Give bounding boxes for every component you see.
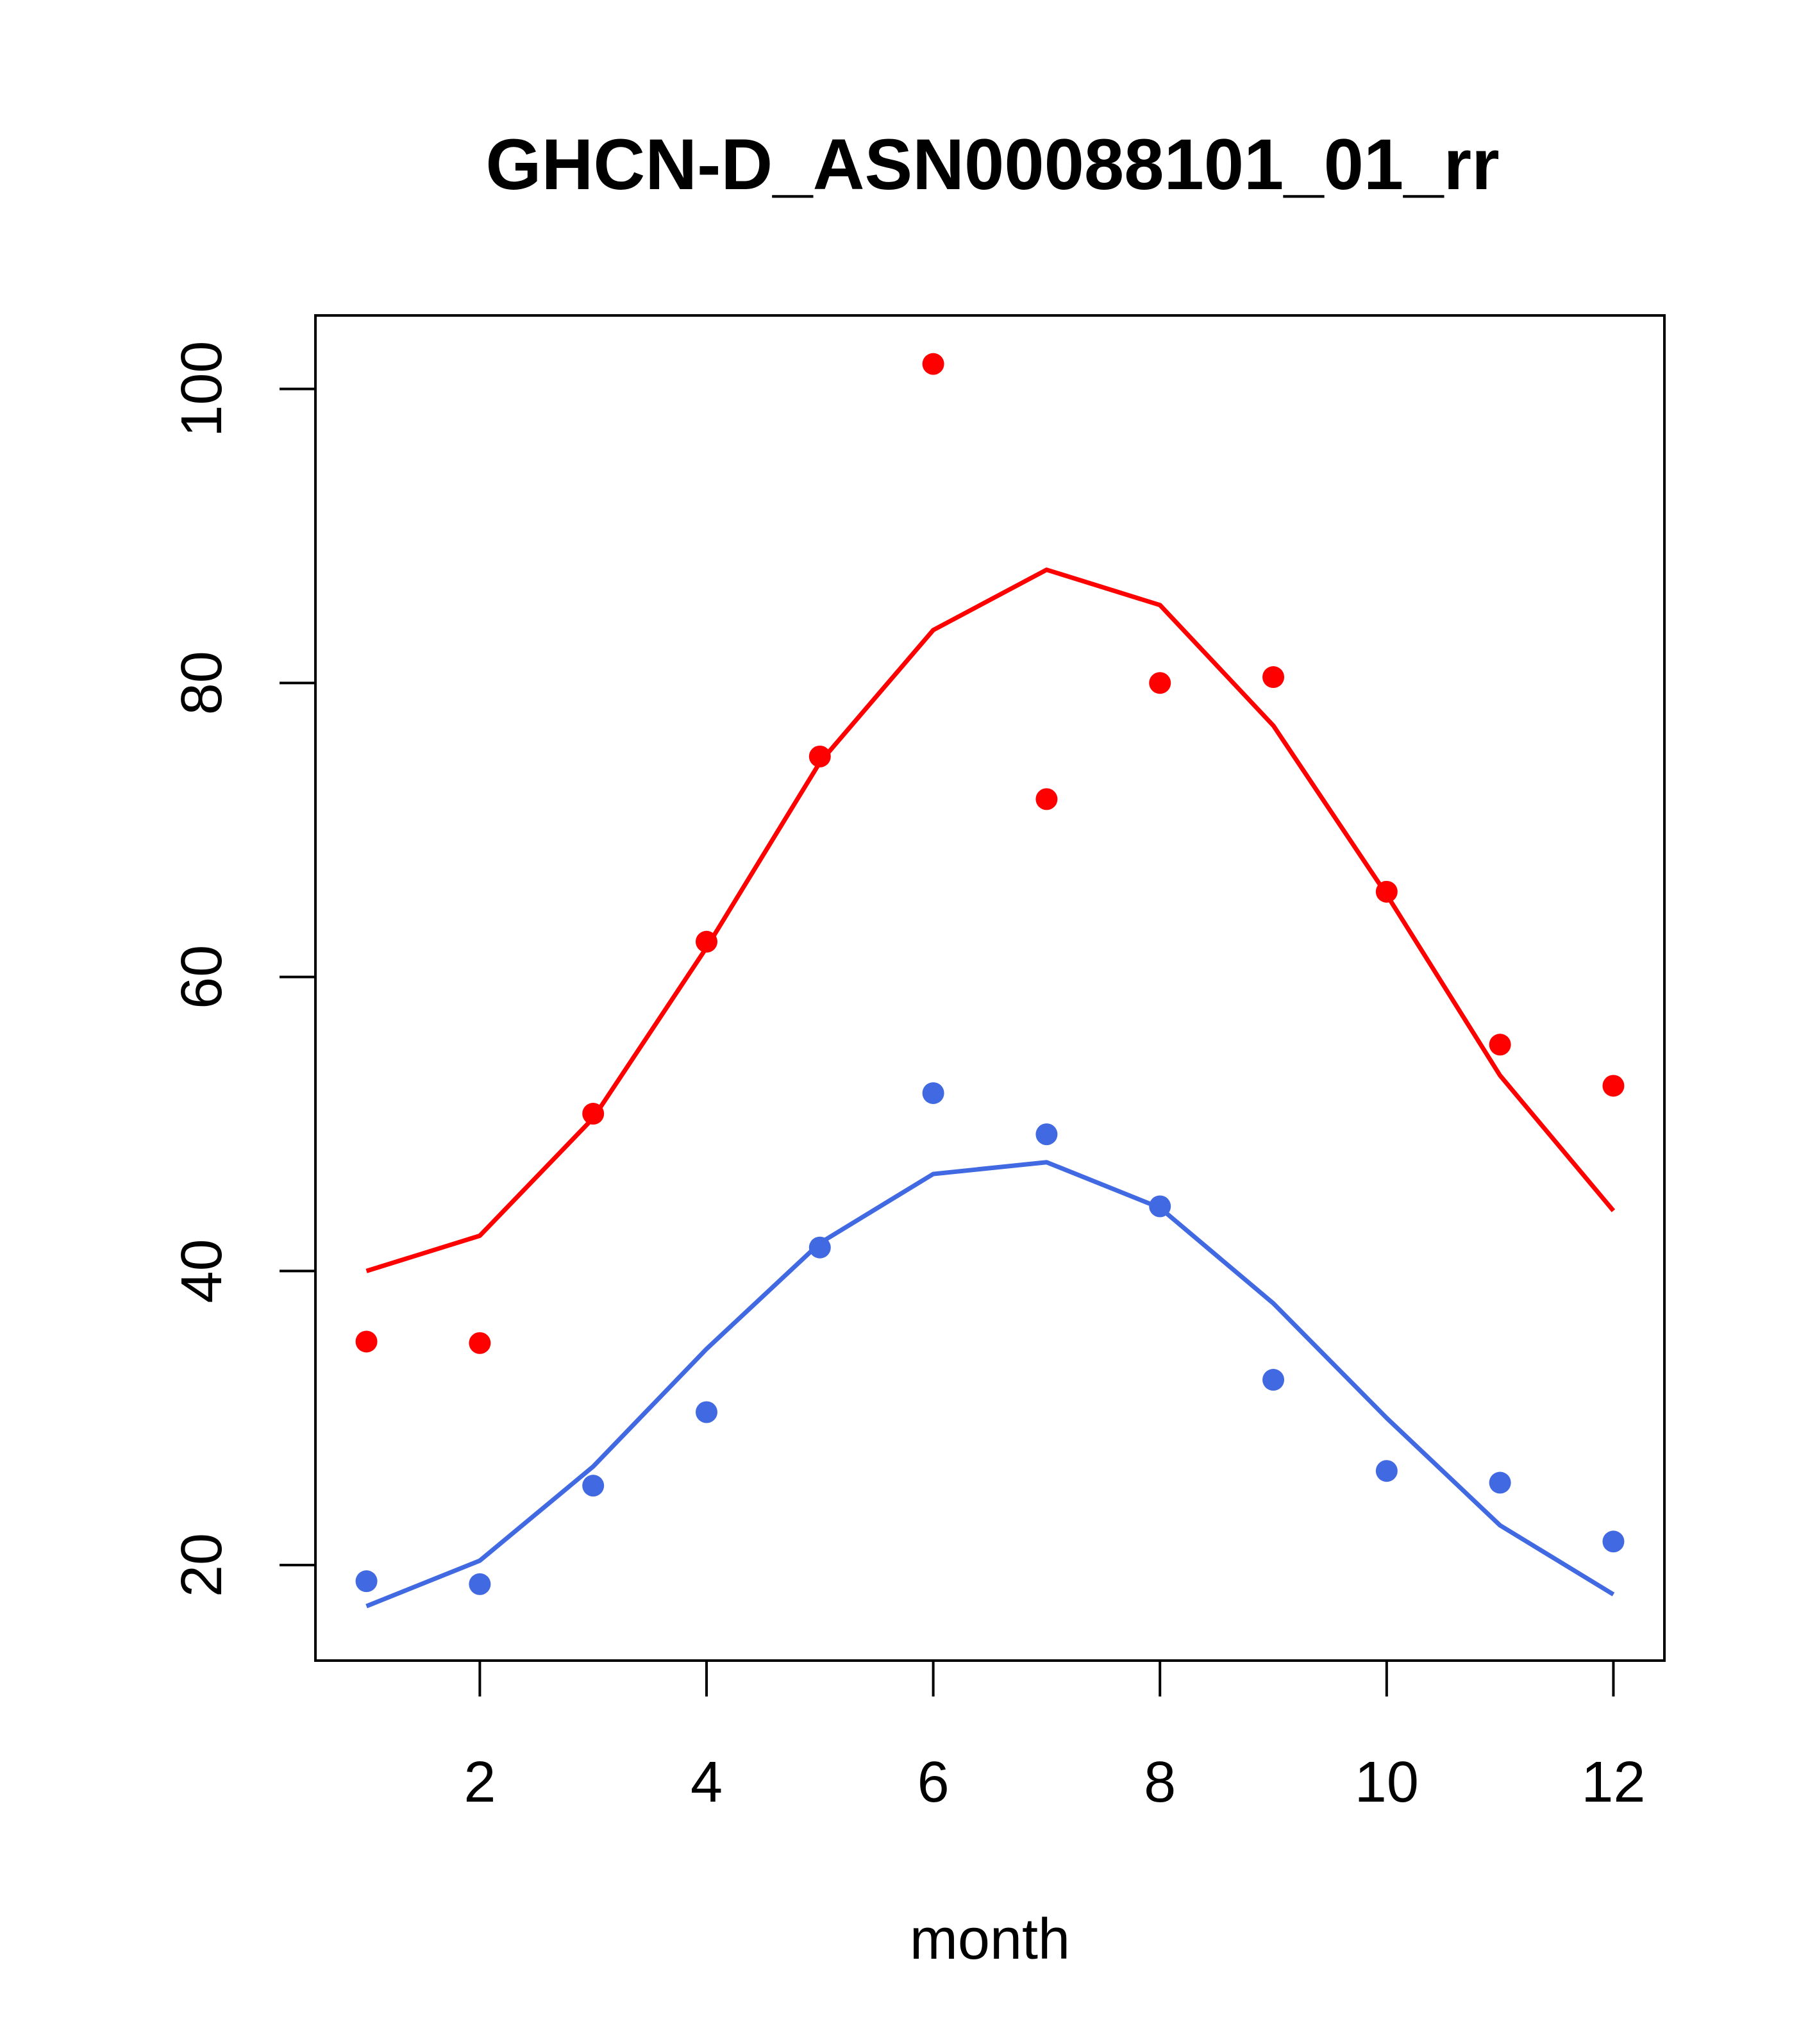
series-2-point (1375, 1460, 1398, 1482)
series-1-point (1602, 1075, 1625, 1097)
y-tick-label: 80 (170, 651, 234, 715)
series-2-point (582, 1475, 605, 1497)
y-tick-label: 100 (170, 341, 234, 437)
series-2-point (695, 1401, 717, 1423)
series-1-point (1035, 788, 1058, 810)
series-1-line (365, 567, 1616, 1273)
series-1-point (582, 1103, 605, 1125)
series-2-point (1489, 1471, 1511, 1494)
series-1-point (469, 1332, 491, 1354)
series-1-point (695, 930, 717, 953)
series-1-point (1149, 672, 1171, 694)
x-tick-label: 6 (917, 1750, 950, 1814)
x-tick-label: 10 (1355, 1750, 1419, 1814)
series-2-line (365, 1160, 1615, 1609)
series-2-point (1262, 1369, 1285, 1391)
x-tick-label: 4 (691, 1750, 723, 1814)
series-1-point (355, 1330, 378, 1353)
series-2-point (1602, 1530, 1625, 1553)
x-tick-label: 2 (464, 1750, 496, 1814)
x-tick-label: 12 (1581, 1750, 1645, 1814)
y-tick-label: 60 (170, 945, 234, 1009)
y-axis: 20 40 60 80 100 (170, 341, 317, 1597)
series-2-point (1035, 1123, 1058, 1146)
y-tick-label: 40 (170, 1239, 234, 1303)
series-layer (355, 353, 1625, 1609)
series-1-point (1262, 666, 1285, 689)
x-axis-label: month (910, 1907, 1070, 1972)
y-tick-label: 20 (170, 1533, 234, 1597)
series-2-point (355, 1570, 378, 1593)
series-2-point (469, 1573, 491, 1595)
series-1-point (1375, 880, 1398, 903)
series-1-point (922, 353, 944, 375)
plot-frame (314, 314, 1666, 1662)
series-1-point (808, 745, 831, 767)
x-axis: 2 4 6 8 10 12 (464, 1659, 1645, 1814)
series-2-point (922, 1082, 944, 1104)
x-tick-label: 8 (1144, 1750, 1176, 1814)
series-1-point (1489, 1034, 1511, 1056)
chart-title: GHCN-D_ASN00088101_01_rr (485, 124, 1499, 205)
series-2-point (1149, 1195, 1171, 1218)
series-2-point (808, 1236, 831, 1259)
